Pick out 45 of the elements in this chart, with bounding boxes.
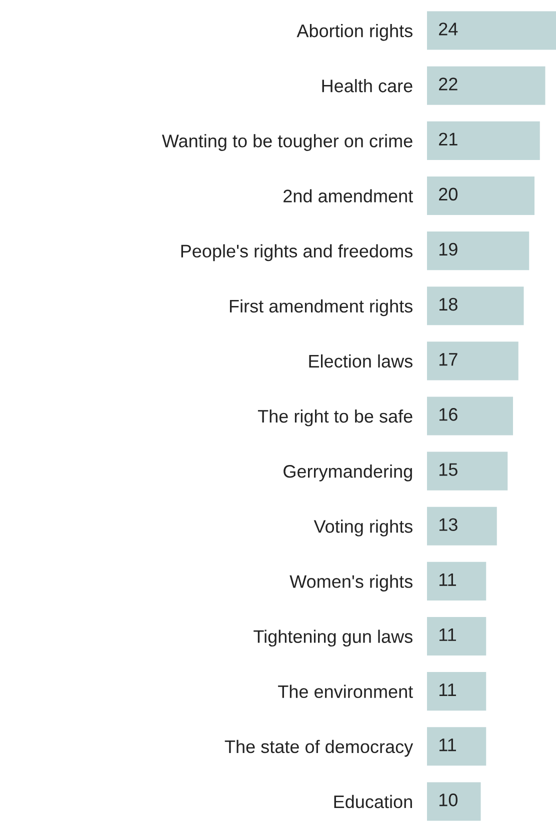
y-tick-label: The environment bbox=[278, 684, 413, 698]
data-label: 11 bbox=[439, 738, 456, 752]
y-tick-label: Wanting to be tougher on crime bbox=[162, 134, 412, 151]
bar bbox=[427, 452, 508, 490]
data-label: 11 bbox=[439, 628, 456, 641]
y-tick-label: First amendment rights bbox=[230, 299, 412, 316]
bar bbox=[427, 727, 486, 766]
bar bbox=[427, 342, 518, 380]
bar bbox=[427, 672, 486, 711]
y-tick-label: The right to be safe bbox=[258, 409, 412, 426]
y-tick-label: Tightening gun laws bbox=[254, 630, 412, 647]
bar bbox=[427, 11, 556, 50]
bar bbox=[427, 506, 497, 546]
y-tick-label: Education bbox=[334, 794, 412, 808]
data-label: 22 bbox=[439, 78, 458, 90]
bar bbox=[427, 286, 524, 326]
y-tick-label: Voting rights bbox=[314, 520, 412, 536]
data-label: 11 bbox=[439, 573, 456, 586]
data-label: 13 bbox=[439, 518, 458, 531]
bar bbox=[427, 176, 534, 216]
y-tick-label: 2nd amendment bbox=[284, 189, 413, 202]
data-label: 10 bbox=[439, 794, 458, 806]
bar bbox=[427, 66, 546, 105]
y-tick-label: Gerrymandering bbox=[284, 464, 412, 482]
y-tick-label: The state of democracy bbox=[224, 740, 414, 757]
bar bbox=[427, 396, 513, 436]
y-tick-label: Health care bbox=[322, 79, 412, 92]
data-label: 15 bbox=[439, 463, 458, 476]
y-tick-label: People's rights and freedoms bbox=[181, 244, 412, 262]
data-label: 11 bbox=[439, 684, 456, 696]
data-label: 16 bbox=[439, 408, 458, 421]
y-tick-label: Women's rights bbox=[290, 574, 412, 592]
bar bbox=[427, 782, 481, 821]
data-label: 17 bbox=[439, 353, 458, 366]
y-tick-label: Election laws bbox=[309, 354, 412, 368]
data-label: 21 bbox=[439, 132, 458, 146]
data-label: 20 bbox=[439, 188, 458, 201]
data-label: 24 bbox=[439, 22, 458, 36]
bar bbox=[427, 616, 486, 656]
data-label: 18 bbox=[439, 298, 458, 311]
y-tick-label: Abortion rights bbox=[296, 24, 412, 41]
bar bbox=[427, 121, 540, 160]
bar bbox=[427, 562, 486, 600]
bar bbox=[427, 232, 530, 270]
data-label: 19 bbox=[439, 242, 458, 256]
